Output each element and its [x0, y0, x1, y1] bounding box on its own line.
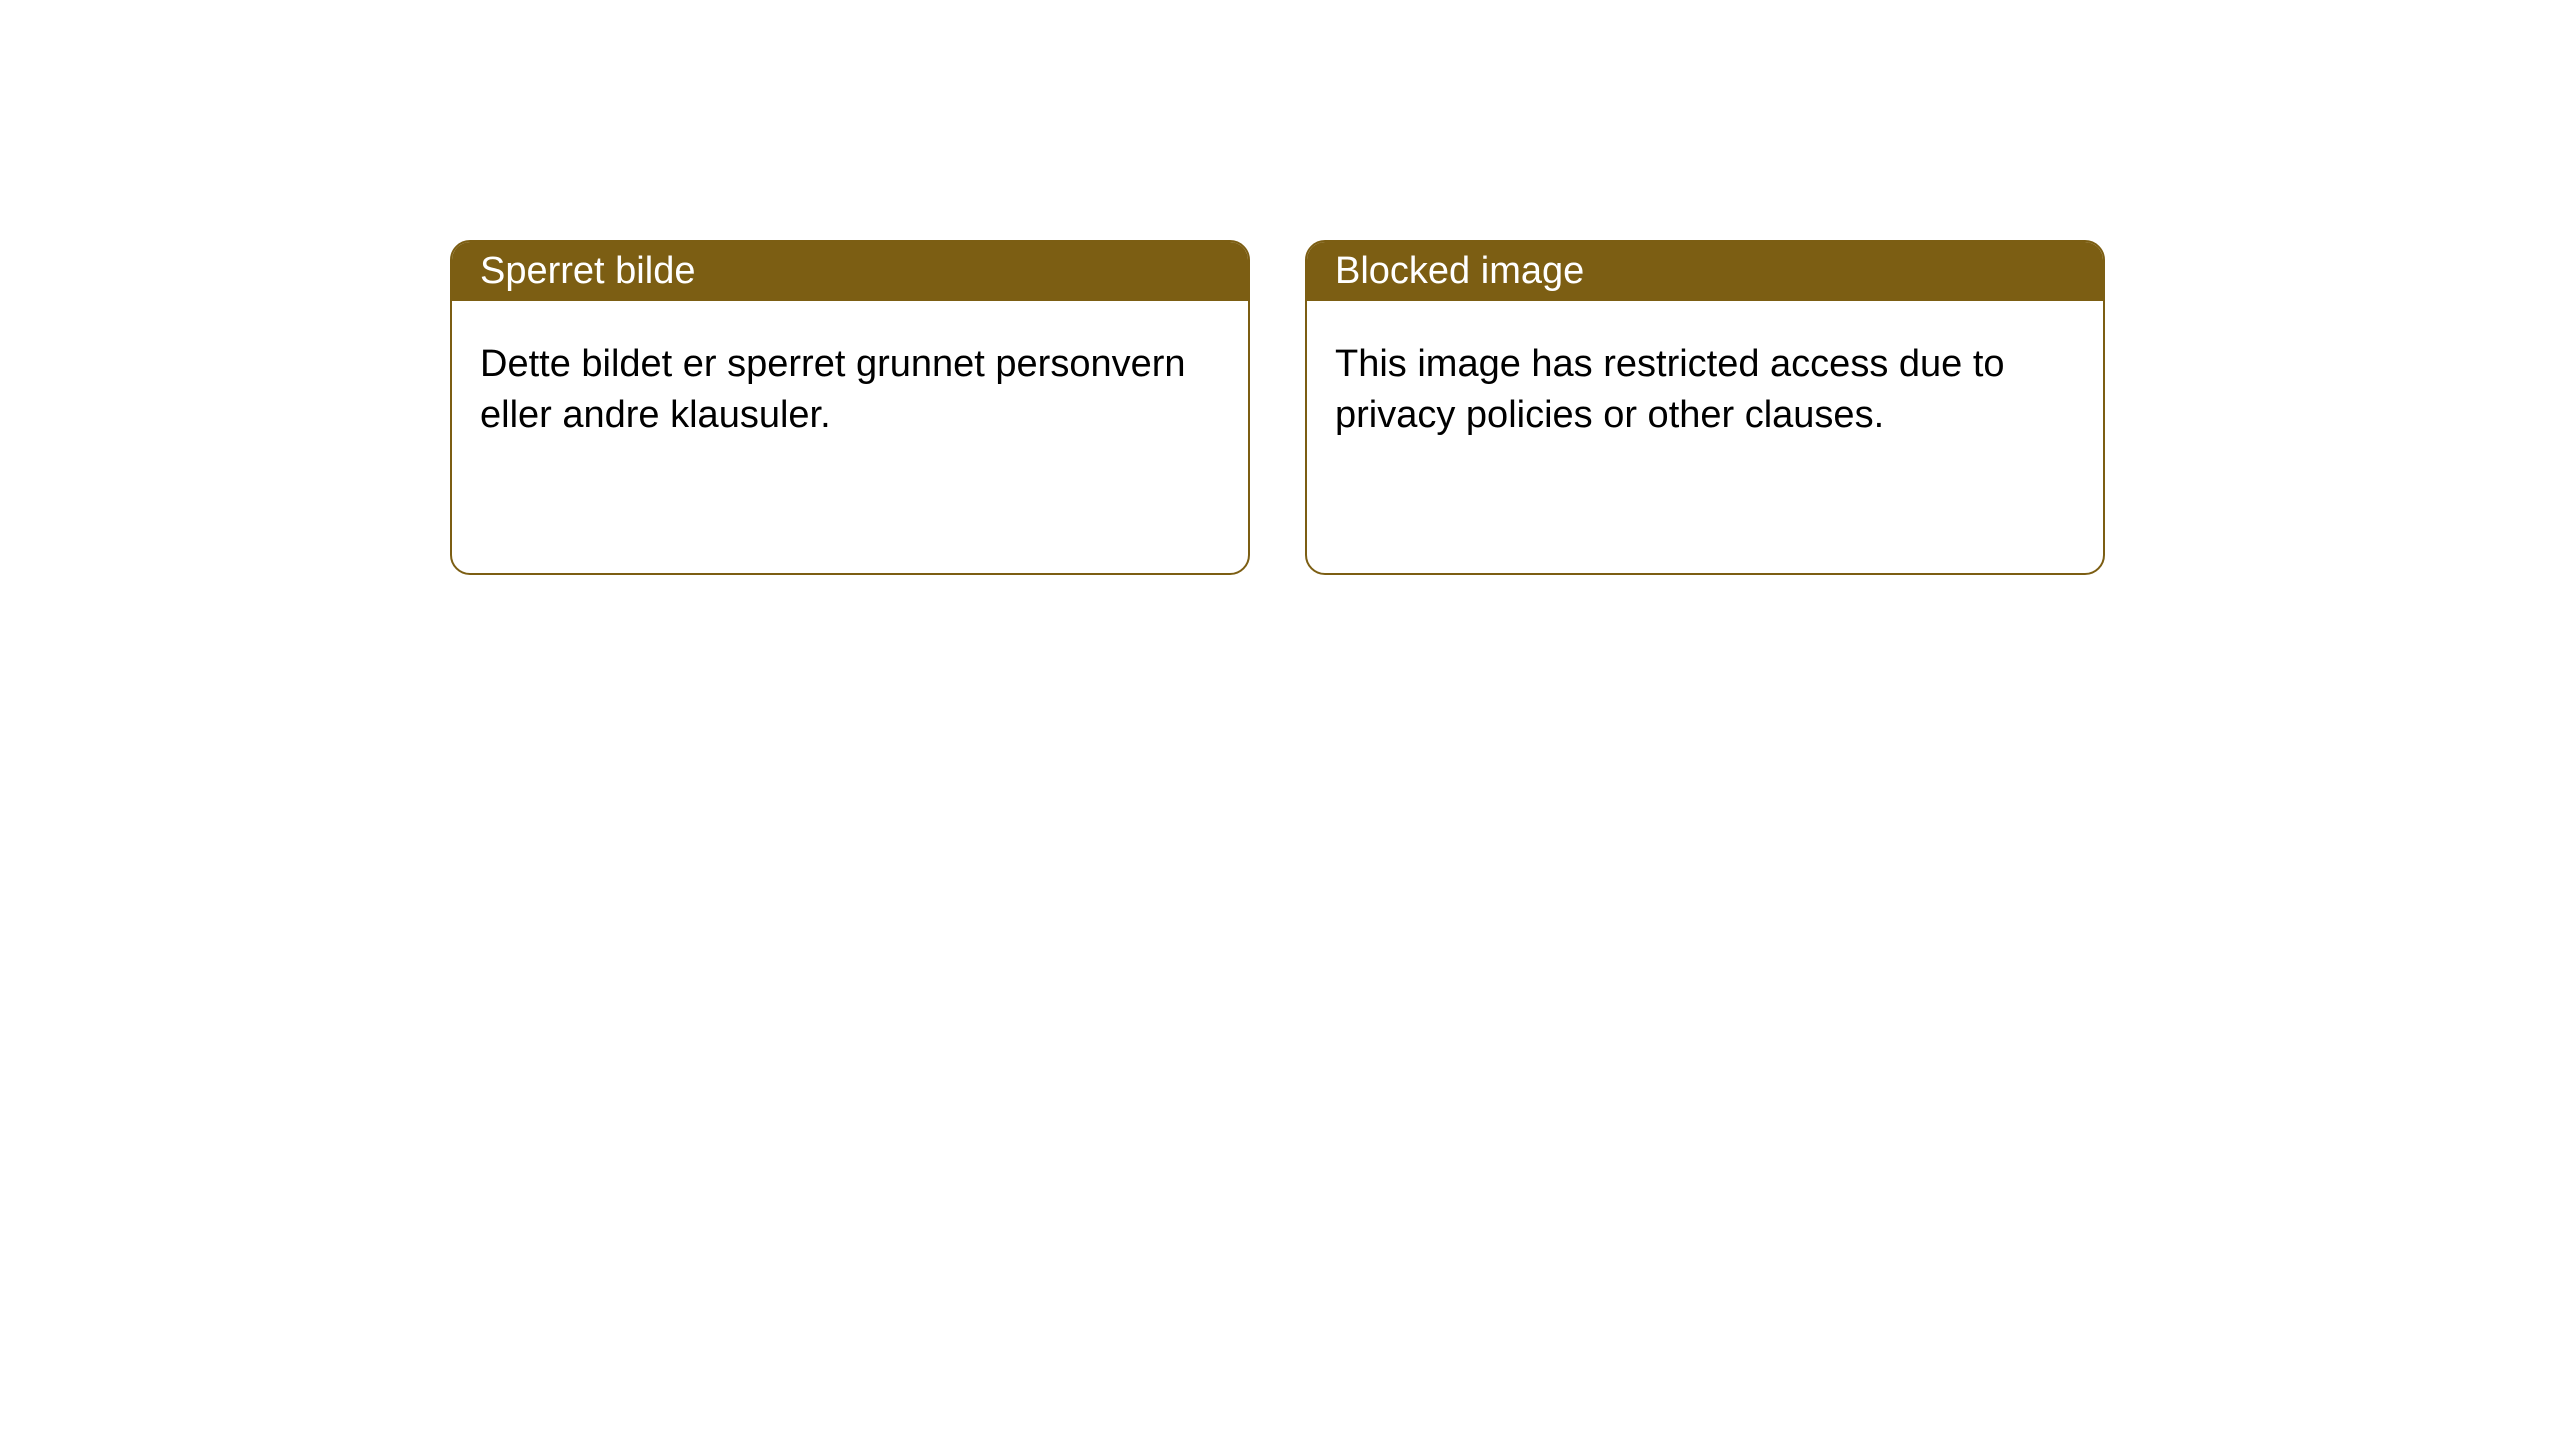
notice-container: Sperret bilde Dette bildet er sperret gr… [450, 240, 2105, 575]
notice-card-norwegian: Sperret bilde Dette bildet er sperret gr… [450, 240, 1250, 575]
notice-body-text: This image has restricted access due to … [1335, 343, 2005, 436]
notice-body: This image has restricted access due to … [1307, 301, 2103, 480]
notice-title: Blocked image [1335, 250, 1584, 292]
notice-body-text: Dette bildet er sperret grunnet personve… [480, 343, 1186, 436]
notice-header: Blocked image [1307, 242, 2103, 301]
notice-title: Sperret bilde [480, 250, 695, 292]
notice-header: Sperret bilde [452, 242, 1248, 301]
notice-card-english: Blocked image This image has restricted … [1305, 240, 2105, 575]
notice-body: Dette bildet er sperret grunnet personve… [452, 301, 1248, 480]
